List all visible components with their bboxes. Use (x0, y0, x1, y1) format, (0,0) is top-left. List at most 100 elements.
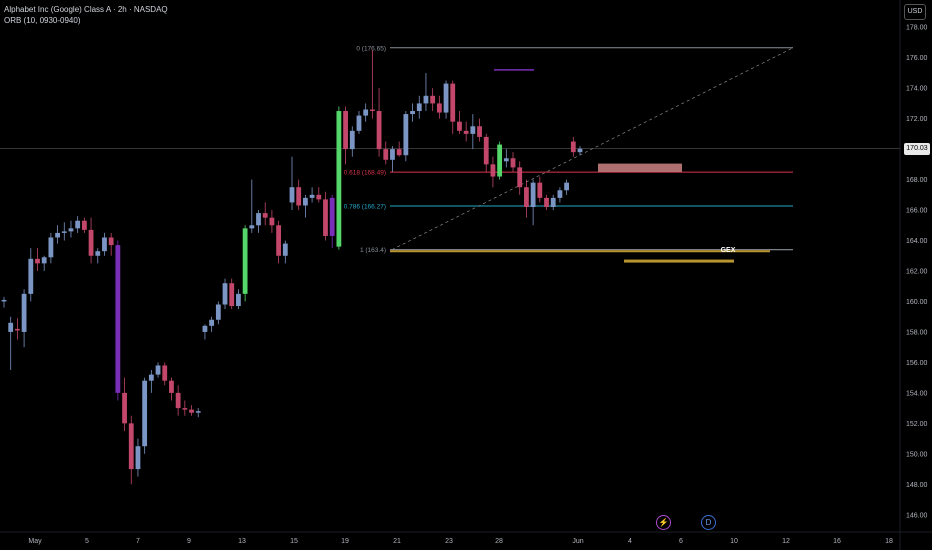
price-tick-label: 174.00 (906, 86, 928, 93)
time-tick-label: 4 (628, 538, 632, 545)
time-tick-label: 28 (495, 538, 503, 545)
candle-body (142, 380, 148, 447)
candle-body (162, 365, 168, 381)
fib-retracement: 0 (176.65) 0.618 (168.49) 0.786 (166.27) 1 … (344, 45, 794, 254)
price-tick-label: 152.00 (906, 421, 928, 428)
candle-body (443, 83, 449, 113)
time-tick-label: 12 (782, 538, 790, 545)
candle-body (88, 229, 94, 256)
time-tick-label: 5 (85, 538, 89, 545)
time-tick-label: 21 (393, 538, 401, 545)
candle-body (349, 130, 355, 150)
candle-body (155, 365, 161, 375)
fib-level-label: 0 (176.65) (356, 45, 386, 52)
candle-body (75, 220, 81, 229)
candle-body (503, 158, 509, 162)
last-price-tag: 170.03 (904, 142, 930, 155)
candle-body (524, 187, 529, 208)
candle-body (309, 194, 315, 198)
candle-body (383, 149, 389, 160)
candle-body (148, 374, 154, 381)
candlestick-series (1, 50, 583, 485)
candle-body (477, 126, 482, 137)
candle-body (242, 228, 248, 294)
candle-body (269, 217, 275, 226)
candle-body (436, 103, 442, 113)
candle-body (396, 149, 402, 156)
price-tick-label: 154.00 (906, 390, 928, 397)
candle-body (35, 258, 40, 264)
candle-body (135, 446, 141, 470)
time-tick-label: 7 (136, 538, 140, 545)
candle-body (81, 220, 87, 230)
currency-button[interactable]: USD (904, 4, 926, 20)
candle-body (510, 158, 516, 168)
candle-body (115, 245, 121, 393)
candle-body (122, 392, 127, 424)
price-tick-label: 176.00 (906, 55, 928, 62)
candle-body (410, 111, 415, 115)
candle-body (483, 136, 489, 165)
candle-body (68, 228, 74, 232)
resistance-zone (598, 163, 682, 172)
time-tick-label: 13 (238, 538, 246, 545)
time-tick-label: 19 (341, 538, 349, 545)
candle-body (577, 148, 583, 153)
candle-body (470, 126, 476, 134)
gex-bar (624, 259, 734, 263)
time-tick-label: 9 (187, 538, 191, 545)
gex-label: GEX (721, 247, 736, 254)
price-tick-label: 148.00 (906, 482, 928, 489)
candle-body (564, 182, 570, 191)
candle-body (323, 199, 328, 236)
candle-body (222, 283, 228, 305)
fib-level-label: 0.618 (168.49) (344, 170, 386, 177)
candle-body (463, 130, 469, 134)
dividend-icon[interactable]: D (701, 515, 716, 530)
candle-body (282, 243, 288, 256)
price-tick-label: 158.00 (906, 329, 928, 336)
candle-body (21, 293, 27, 332)
candle-body (28, 258, 34, 294)
candle-body (256, 213, 261, 226)
time-tick-label: 23 (445, 538, 453, 545)
lightning-icon[interactable]: ⚡ (656, 515, 671, 530)
candle-body (497, 144, 503, 177)
price-tick-label: 162.00 (906, 269, 928, 276)
candle-body (316, 194, 322, 200)
time-tick-label: 6 (679, 538, 683, 545)
fib-level-label: 1 (163.4) (360, 247, 386, 254)
candle-body (329, 197, 335, 236)
price-tick-label: 156.00 (906, 360, 928, 367)
candle-body (430, 95, 436, 104)
price-tick-label: 178.00 (906, 25, 928, 32)
time-tick-label: 18 (885, 538, 893, 545)
candle-body (182, 408, 188, 410)
time-tick-label: 16 (833, 538, 841, 545)
price-tick-label: 164.00 (906, 238, 928, 245)
candle-body (209, 319, 215, 326)
candle-body (202, 325, 208, 332)
candle-body (557, 190, 563, 198)
candle-body (236, 293, 241, 307)
indicator-label[interactable]: ORB (10, 0930-0940) (4, 16, 81, 25)
candle-body (450, 83, 456, 122)
candle-body (215, 304, 221, 320)
price-tick-label: 166.00 (906, 208, 928, 215)
candle-body (48, 237, 54, 258)
candle-body (416, 103, 422, 112)
candle-body (175, 392, 181, 409)
candle-body (296, 187, 302, 206)
price-tick-label: 160.00 (906, 299, 928, 306)
candle-body (517, 167, 523, 188)
symbol-title: Alphabet Inc (Google) Class A · 2h · NAS… (4, 5, 168, 14)
candle-body (289, 187, 295, 203)
candle-body (343, 111, 348, 150)
time-tick-label: 15 (290, 538, 298, 545)
candle-body (363, 109, 369, 116)
candle-body (41, 257, 47, 264)
fib-level-label: 0.786 (166.27) (344, 203, 386, 210)
candle-body (229, 283, 235, 307)
time-tick-label: Jun (572, 538, 583, 545)
